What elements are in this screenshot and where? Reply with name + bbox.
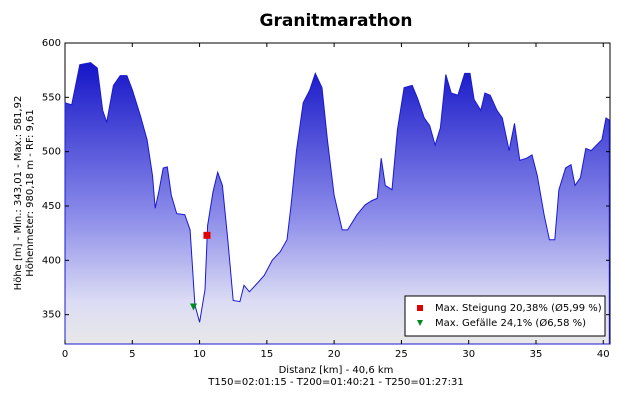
legend-symbol — [417, 305, 423, 311]
x-tick-label: 0 — [62, 349, 68, 360]
x-tick-label: 40 — [597, 349, 610, 360]
x-axis-label: Distanz [km] - 40,6 km — [279, 365, 394, 376]
legend-label: Max. Steigung 20,38% (Ø5,99 %) — [435, 302, 602, 314]
y-tick-label: 400 — [42, 255, 61, 266]
y-tick-label: 500 — [42, 147, 61, 158]
x-tick-label: 20 — [328, 349, 341, 360]
x-tick-label: 35 — [530, 349, 543, 360]
legend-symbol — [417, 320, 423, 326]
x-tick-label: 5 — [129, 349, 135, 360]
marker — [203, 231, 211, 239]
y-tick-label: 550 — [42, 92, 61, 103]
chart-title: Granitmarathon — [260, 11, 413, 31]
y-tick-label: 450 — [42, 201, 61, 212]
x-tick-label: 10 — [193, 349, 206, 360]
marker — [190, 303, 198, 311]
x-tick-label: 30 — [462, 349, 475, 360]
subtitle: T150=02:01:15 - T200=01:40:21 - T250=01:… — [207, 377, 463, 388]
y-axis-label: Höhe [m] - Min.: 343,01 - Max.: 581,92 — [13, 96, 24, 291]
y-tick-label: 600 — [42, 38, 61, 49]
x-tick-label: 25 — [395, 349, 408, 360]
x-tick-label: 15 — [260, 349, 273, 360]
y-tick-label: 350 — [42, 310, 61, 321]
legend-label: Max. Gefälle 24,1% (Ø6,58 %) — [435, 317, 586, 329]
legend-box — [404, 295, 606, 337]
y-axis-label: Höhenmeter: 980,18 m - RF: 9,61 — [25, 109, 36, 277]
elevation-area — [64, 62, 610, 345]
